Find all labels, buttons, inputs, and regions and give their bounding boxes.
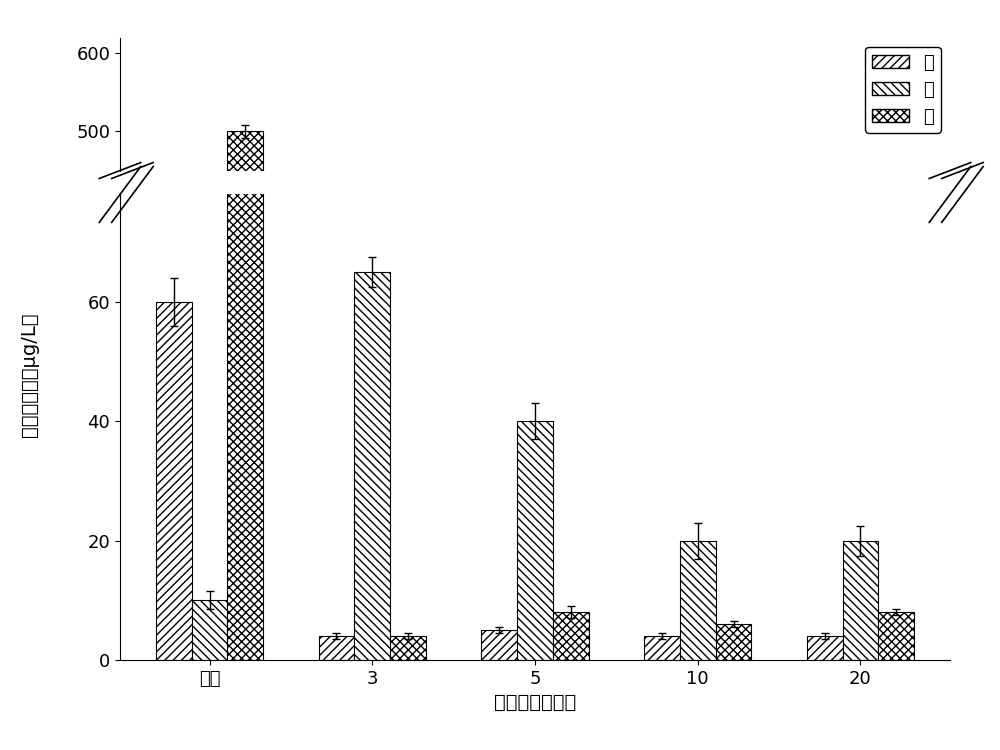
X-axis label: 养护时间（天）: 养护时间（天） (494, 693, 576, 712)
Bar (843, 541, 878, 660)
Bar (354, 272, 390, 660)
Bar (390, 520, 426, 523)
Bar (878, 612, 914, 660)
Bar (354, 472, 390, 523)
Bar (517, 491, 553, 523)
Bar (680, 507, 716, 523)
Bar (227, 131, 263, 523)
Bar (807, 520, 843, 523)
Bar (319, 520, 354, 523)
Bar (156, 302, 192, 660)
Bar (192, 514, 227, 523)
Bar (680, 541, 716, 660)
Bar (481, 630, 517, 660)
Bar (227, 0, 263, 660)
Bar (878, 516, 914, 523)
Bar (390, 636, 426, 660)
Bar (553, 516, 589, 523)
Bar (319, 636, 354, 660)
Bar (192, 600, 227, 660)
Bar (716, 518, 751, 523)
Bar (553, 612, 589, 660)
Bar (843, 507, 878, 523)
Bar (517, 422, 553, 660)
Bar (481, 519, 517, 523)
Bar (156, 476, 192, 523)
Bar (716, 624, 751, 660)
Text: 重金属浓度（μg/L）: 重金属浓度（μg/L） (20, 313, 40, 437)
Legend: 铅, 牀, 镝: 铅, 牀, 镝 (865, 46, 941, 133)
Bar (644, 520, 680, 523)
Bar (807, 636, 843, 660)
Bar (644, 636, 680, 660)
